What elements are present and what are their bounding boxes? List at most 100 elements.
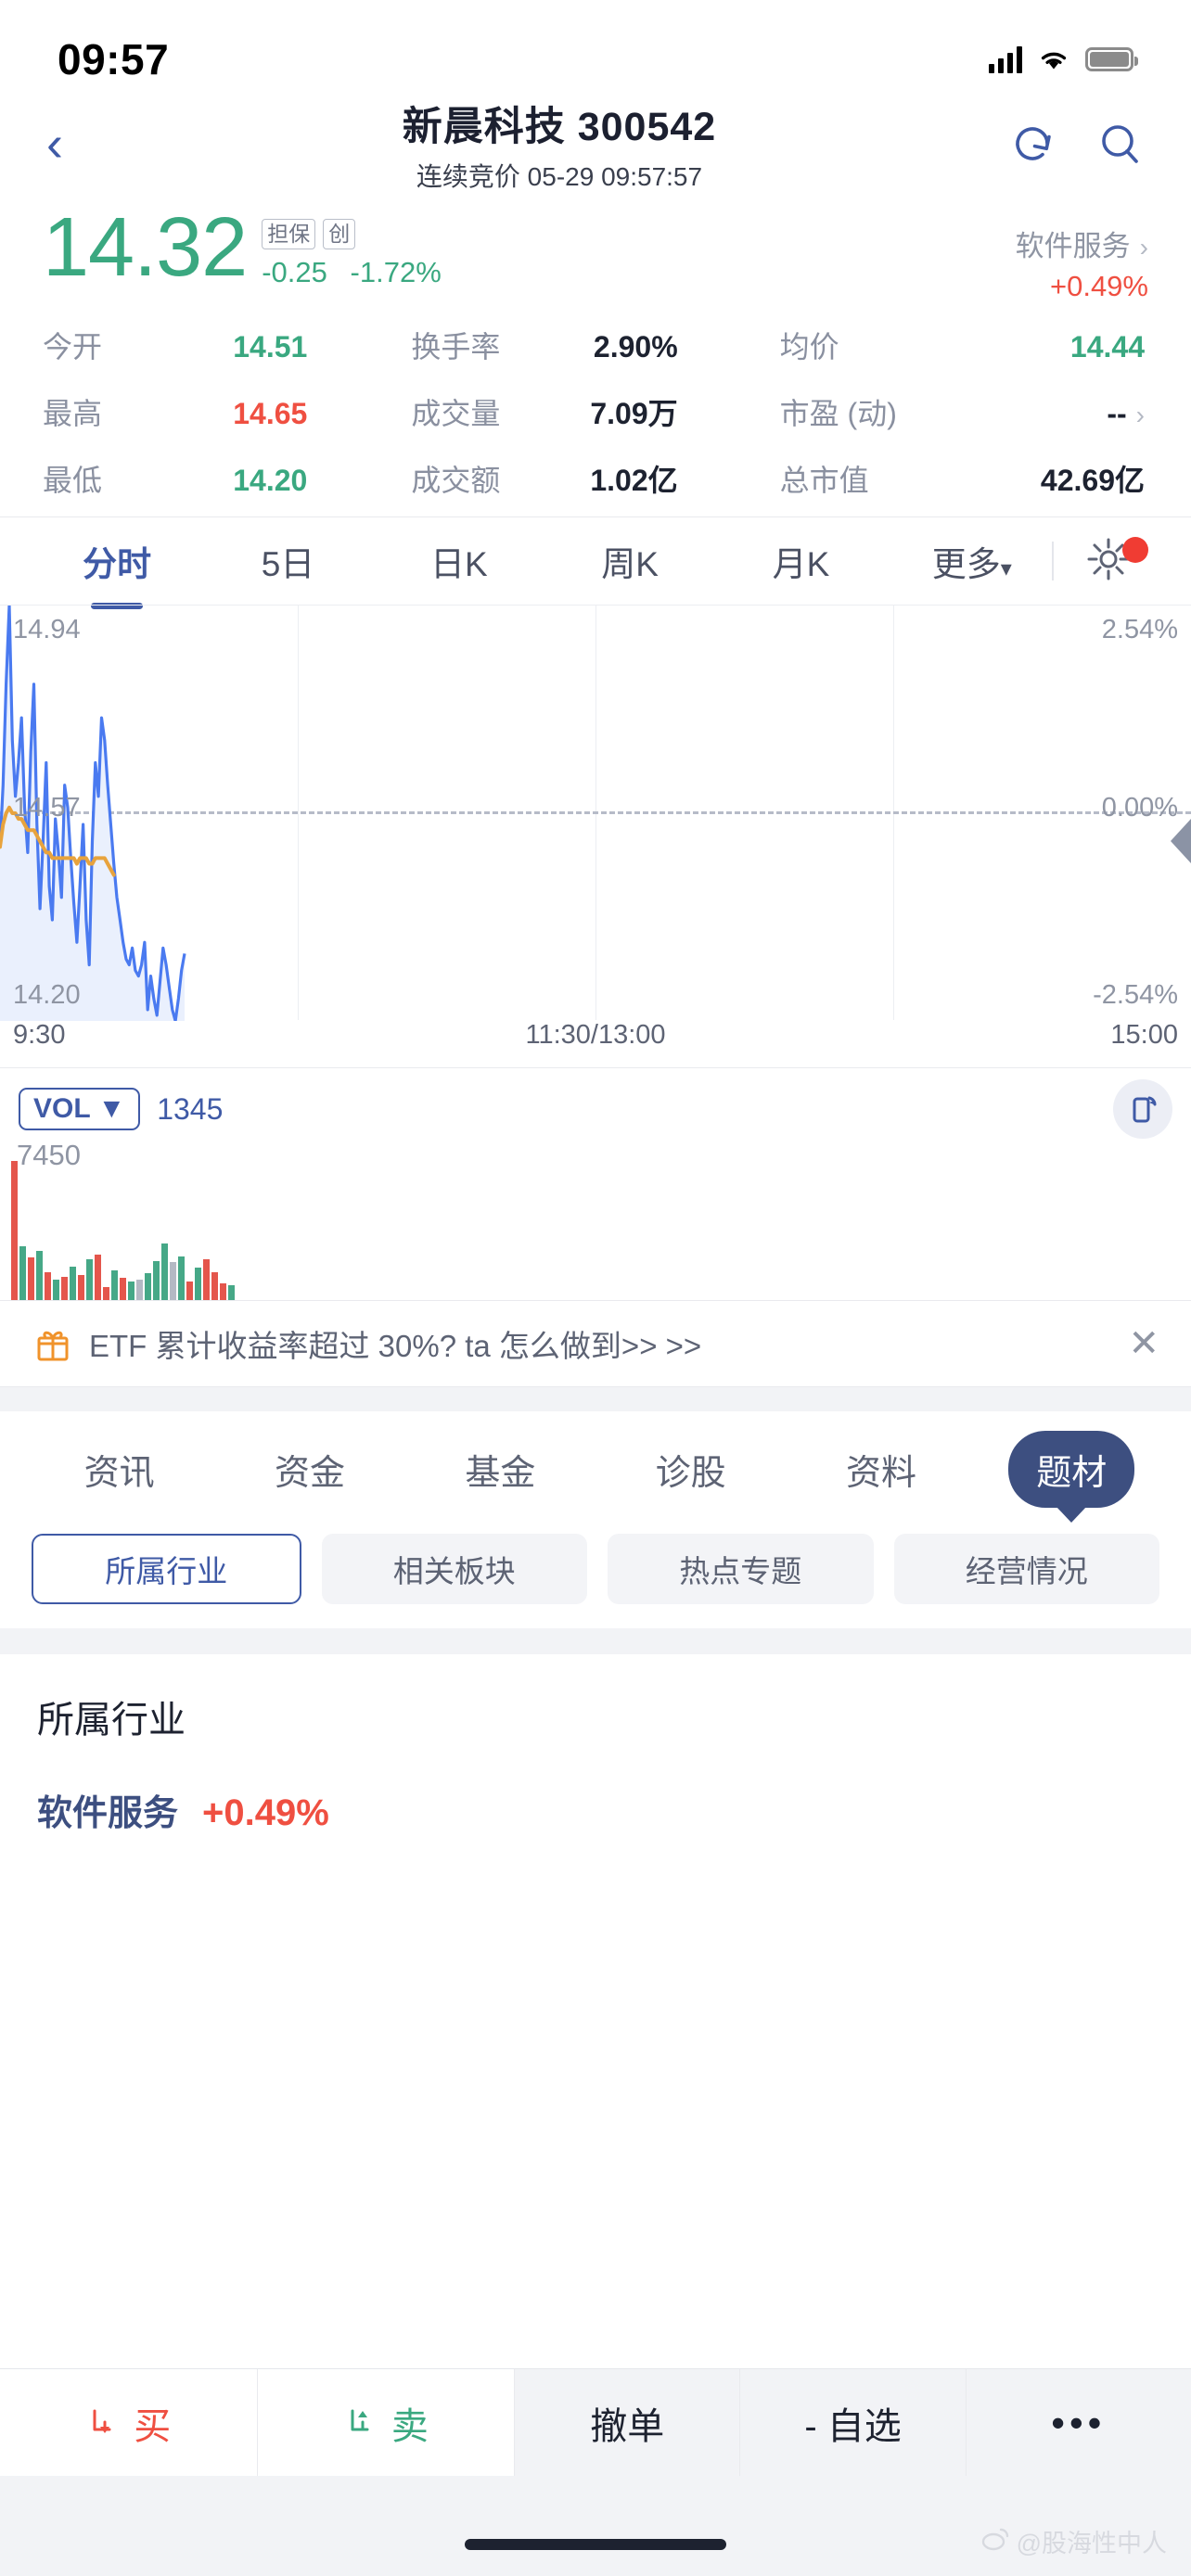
section-nav: 资讯 资金 基金 诊股 资料 题材 (0, 1411, 1191, 1526)
more-button[interactable]: ••• (966, 2369, 1191, 2476)
axis-label-high-price: 14.94 (13, 615, 81, 644)
back-button[interactable]: ‹ (46, 116, 63, 172)
stat-value: 14.44 (1069, 330, 1145, 363)
rotate-phone-icon[interactable] (1113, 1079, 1172, 1139)
wifi-icon (1037, 46, 1070, 72)
volume-bar (186, 1281, 193, 1300)
quote-meta: 担保 创 -0.25 -1.72% (262, 210, 456, 289)
tab-more-label: 更多 (931, 545, 1001, 583)
tab-weekly-k[interactable]: 周K (601, 545, 659, 583)
header-titles: 新晨科技 300542 连续竞价 05-29 09:57:57 (111, 95, 1007, 194)
stat-value: 14.20 (233, 464, 308, 497)
volume-indicator-selector[interactable]: VOL ▼ (19, 1088, 141, 1130)
stat-value: 7.09万 (590, 397, 678, 430)
home-indicator[interactable] (465, 2539, 726, 2550)
volume-chart[interactable]: VOL ▼ 1345 7450 (0, 1068, 1191, 1300)
stat-avg-price: 均价 14.44 (780, 324, 1148, 366)
promo-banner[interactable]: ETF 累计收益率超过 30%? ta 怎么做到>> >> ✕ (0, 1300, 1191, 1387)
page-title: 新晨科技 300542 (402, 104, 717, 149)
refresh-icon[interactable] (1007, 119, 1057, 169)
intraday-chart[interactable]: 14.94 2.54% 14.57 0.00% 14.20 -2.54% (0, 605, 1191, 1021)
chart-settings-button[interactable] (1057, 535, 1159, 588)
sector-name: 软件服务 (1015, 230, 1131, 262)
sell-button[interactable]: 卖 (258, 2369, 516, 2476)
industry-name: 软件服务 (37, 1794, 179, 1833)
section-gap (0, 1387, 1191, 1411)
price-change: -0.25 (262, 255, 327, 288)
chevron-right-icon: › (1135, 401, 1145, 429)
stat-label: 市盈 (动) (779, 397, 897, 430)
remove-watchlist-button[interactable]: - 自选 (740, 2369, 967, 2476)
tab-intraday[interactable]: 分时 (32, 536, 202, 586)
sub-tab-industry[interactable]: 所属行业 (32, 1534, 301, 1604)
chart-drag-handle[interactable] (1171, 819, 1191, 863)
action-bar: 买 卖 撤单 - 自选 ••• (0, 2368, 1191, 2476)
stat-pe-dynamic[interactable]: 市盈 (动) -- › (780, 390, 1148, 433)
stat-label: 均价 (779, 330, 839, 363)
volume-bar (103, 1286, 109, 1300)
tab-5day[interactable]: 5日 (261, 545, 315, 583)
buy-button[interactable]: 买 (0, 2369, 258, 2476)
axis-label-prev-close: 14.57 (13, 793, 81, 823)
volume-bar (45, 1271, 51, 1300)
volume-bar (36, 1250, 43, 1300)
status-indicators (989, 45, 1138, 73)
sector-summary[interactable]: 软件服务 › +0.49% (1016, 210, 1148, 303)
stat-label: 最低 (43, 464, 103, 497)
section-tab-profile[interactable]: 资料 (845, 1453, 916, 1493)
sector-change-percent: +0.49% (1049, 270, 1148, 302)
home-indicator-area: @股海性中人 (0, 2476, 1191, 2576)
search-icon[interactable] (1095, 119, 1145, 169)
chevron-right-icon: › (1139, 233, 1148, 261)
sub-tab-hot-topics[interactable]: 热点专题 (608, 1534, 874, 1604)
stock-badges: 担保 创 (262, 219, 456, 249)
sector-link[interactable]: 软件服务 › (1016, 223, 1148, 264)
stat-market-cap: 总市值 42.69亿 (780, 457, 1148, 500)
tab-daily-k[interactable]: 日K (429, 545, 488, 583)
industry-panel: 所属行业 软件服务 +0.49% (0, 1654, 1191, 1835)
volume-bar (53, 1279, 59, 1300)
stat-value: 1.02亿 (590, 464, 678, 497)
volume-bar (70, 1266, 76, 1300)
tab-more[interactable]: 更多▾ (887, 536, 1057, 586)
section-tab-fund[interactable]: 基金 (465, 1453, 536, 1493)
tab-monthly-k[interactable]: 月K (772, 545, 830, 583)
volume-bar (161, 1243, 168, 1300)
axis-label-low-percent: -2.54% (1093, 980, 1178, 1010)
cancel-order-button[interactable]: 撤单 (515, 2369, 741, 2476)
chart-tab-bar: 分时 5日 日K 周K 月K 更多▾ (0, 517, 1191, 605)
gift-icon (32, 1322, 74, 1365)
industry-change-percent: +0.49% (202, 1792, 329, 1833)
gear-icon (1084, 535, 1133, 588)
stat-value: 2.90% (593, 330, 678, 363)
volume-max-label: 7450 (17, 1139, 81, 1171)
section-tab-news[interactable]: 资讯 (83, 1453, 155, 1493)
buy-label: 买 (134, 2405, 172, 2447)
stat-volume: 成交量 7.09万 (411, 390, 779, 433)
sub-tab-sectors[interactable]: 相关板块 (321, 1534, 587, 1604)
section-tab-diagnosis[interactable]: 诊股 (655, 1453, 726, 1493)
status-bar: 09:57 (0, 0, 1191, 93)
volume-bar (95, 1254, 101, 1300)
volume-bar (28, 1256, 34, 1300)
content-gap (0, 1628, 1191, 1654)
section-tab-capital[interactable]: 资金 (274, 1453, 345, 1493)
axis-label-low-price: 14.20 (13, 980, 81, 1010)
sub-tab-operations[interactable]: 经营情况 (893, 1534, 1159, 1604)
prev-close-line (0, 811, 1191, 814)
volume-indicator-label: VOL (33, 1093, 91, 1124)
volume-bar (178, 1256, 185, 1300)
quote-price-group: 14.32 担保 创 -0.25 -1.72% (43, 206, 456, 289)
promo-banner-text: ETF 累计收益率超过 30%? ta 怎么做到>> >> (89, 1329, 702, 1363)
stat-label: 成交量 (411, 397, 501, 430)
close-icon[interactable]: ✕ (1128, 1323, 1159, 1364)
section-tab-theme[interactable]: 题材 (977, 1430, 1167, 1508)
stat-label: 换手率 (411, 330, 501, 363)
industry-row[interactable]: 软件服务 +0.49% (37, 1784, 1154, 1835)
stat-value: 14.65 (233, 397, 308, 430)
watermark: @股海性中人 (981, 2523, 1167, 2559)
badge-margin: 担保 (262, 219, 316, 249)
volume-bar (145, 1272, 151, 1300)
battery-icon (1085, 47, 1138, 71)
volume-bar (19, 1245, 26, 1300)
